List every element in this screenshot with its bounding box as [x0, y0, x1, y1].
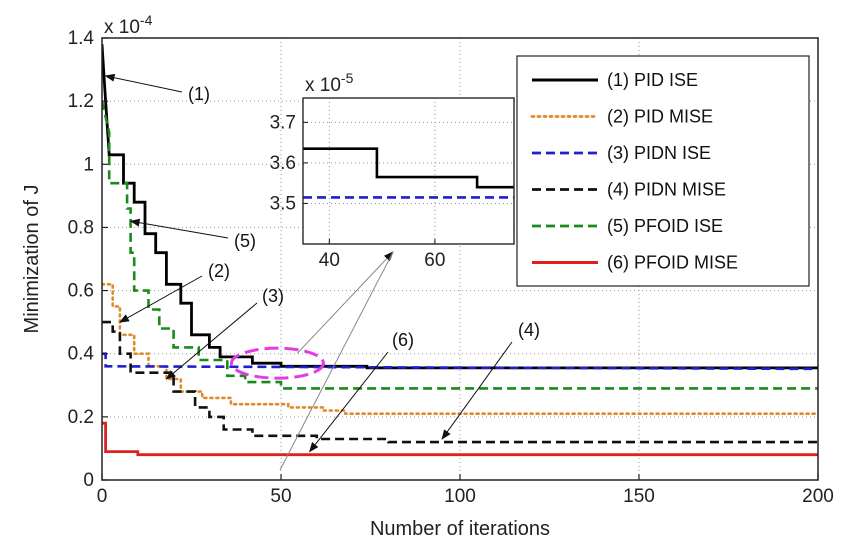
highlight-ellipse [229, 346, 325, 380]
inset-y-tick-label: 3.7 [270, 112, 296, 133]
annotation-label: (5) [234, 231, 256, 251]
legend-label-5: (5) PFOID ISE [607, 216, 723, 236]
x-tick-label: 200 [802, 486, 834, 507]
y-tick-label: 0.8 [68, 217, 94, 238]
x-tick-label: 0 [97, 486, 108, 507]
annotation-arrow [104, 73, 183, 93]
series-line-1 [102, 44, 818, 370]
inset-y-tick-label: 3.6 [270, 153, 296, 174]
annotations: (1) (2) (3) (4) (5) (6) [104, 73, 540, 471]
inset-series [303, 147, 514, 199]
y-tick-label: 1.2 [68, 91, 94, 112]
x-tick-label: 150 [623, 486, 655, 507]
y-tick-label: 0.6 [68, 281, 94, 302]
inset-plot: 40 60 3.5 3.6 3.7 x 10-5 [270, 70, 515, 271]
annotation-arrow [165, 302, 258, 380]
inset-frame [302, 97, 515, 245]
y-tick-label: 0.2 [68, 407, 94, 428]
legend-label-1: (1) PID ISE [607, 70, 698, 90]
annotation-arrow [129, 218, 229, 239]
y-tick-label: 1 [83, 154, 94, 175]
legend-box [516, 55, 810, 287]
annotation-arrow [309, 351, 389, 453]
zoom-connector [297, 251, 394, 354]
y-tick-label: 1.4 [68, 28, 95, 49]
y-tick-label: 0 [83, 470, 94, 491]
legend-label-2: (2) PID MISE [607, 107, 713, 127]
inset-grid [303, 98, 514, 244]
x-tick-label: 100 [444, 486, 476, 507]
series-line-4 [102, 320, 818, 444]
y-scale-label: x 10-4 [104, 12, 153, 38]
legend-label-6: (6) PFOID MISE [607, 253, 738, 273]
x-axis-label: Number of iterations [370, 518, 550, 540]
inset-x-tick-label: 40 [319, 250, 340, 271]
annotation-label: (6) [392, 330, 414, 350]
inset-scale-label: x 10-5 [305, 70, 354, 96]
main-ticks: 0 50 100 150 200 0 0.2 0.4 0.6 0.8 1 1.2 1.4 [68, 28, 834, 507]
y-tick-label: 0.4 [68, 344, 95, 365]
inset-y-tick-label: 3.5 [270, 193, 296, 214]
y-axis-label: Minimization of J [21, 185, 43, 334]
inset-ticks: 40 60 3.5 3.6 3.7 [270, 112, 446, 271]
legend: (1) PID ISE (2) PID MISE (3) PIDN ISE (4) P… [516, 55, 810, 287]
annotation-label: (3) [262, 286, 284, 306]
legend-label-3: (3) PIDN ISE [607, 143, 711, 163]
inset-series-line-1 [303, 147, 514, 189]
series-line-2 [102, 282, 818, 416]
annotation-label: (4) [518, 320, 540, 340]
annotation-arrow [441, 341, 513, 440]
inset-background [302, 97, 515, 245]
x-tick-label: 50 [270, 486, 291, 507]
series-line-6 [102, 421, 818, 457]
annotation-label: (2) [208, 261, 230, 281]
inset-x-tick-label: 60 [424, 250, 445, 271]
series-line-5 [102, 100, 818, 390]
annotation-label: (1) [188, 84, 210, 104]
legend-label-4: (4) PIDN MISE [607, 180, 726, 200]
zoom-connector [279, 251, 394, 471]
annotation-arrow [119, 275, 203, 323]
